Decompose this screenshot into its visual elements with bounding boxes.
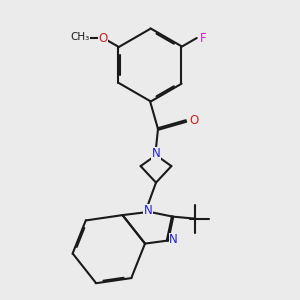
Text: O: O bbox=[189, 115, 199, 128]
Text: O: O bbox=[99, 32, 108, 44]
Text: N: N bbox=[144, 204, 152, 217]
Text: CH₃: CH₃ bbox=[70, 32, 90, 42]
Text: F: F bbox=[200, 32, 206, 44]
Text: N: N bbox=[169, 233, 178, 246]
Text: N: N bbox=[152, 148, 160, 160]
